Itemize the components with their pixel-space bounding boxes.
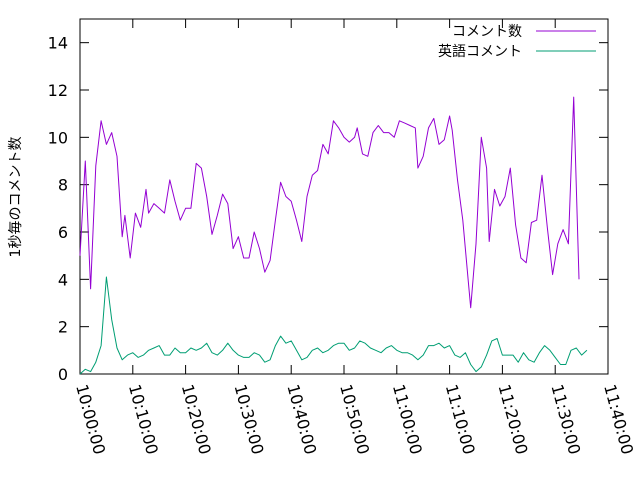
y-tick-label: 14	[48, 34, 68, 53]
y-axis-title: 1秒毎のコメント数	[8, 137, 24, 258]
y-tick-label: 2	[58, 318, 68, 337]
y-tick-label: 8	[58, 176, 68, 195]
series-lines	[79, 96, 588, 375]
y-tick-label: 6	[58, 223, 68, 242]
x-tick-label: 11:10:00	[442, 382, 479, 456]
y-tick-label: 10	[48, 128, 68, 147]
legend-label-1: コメント数	[452, 24, 522, 40]
legend-label-2: 英語コメント	[438, 43, 522, 60]
y-axis: 0 2 4 6 8 10 12 14	[48, 34, 608, 384]
x-tick-label: 10:10:00	[125, 382, 162, 456]
plot-frame	[79, 18, 609, 375]
x-tick-label: 10:40:00	[283, 382, 320, 456]
x-tick-label: 10:30:00	[231, 382, 268, 456]
x-tick-label: 11:00:00	[389, 382, 426, 456]
y-tick-label: 12	[48, 81, 68, 100]
y-tick-label: 4	[58, 270, 68, 289]
y-tick-label: 0	[58, 365, 68, 384]
x-tick-label: 10:50:00	[336, 382, 373, 456]
series-line-2	[79, 276, 588, 375]
x-tick-label: 11:20:00	[495, 382, 532, 456]
x-axis: 10:00:00 10:10:00 10:20:00 10:30:00 10:40:00…	[72, 19, 637, 456]
x-tick-label: 11:30:00	[547, 382, 584, 456]
x-tick-label: 10:20:00	[178, 382, 215, 456]
x-tick-label: 11:40:00	[600, 382, 637, 456]
series-line-1	[79, 96, 580, 309]
x-tick-label: 10:00:00	[72, 382, 109, 456]
